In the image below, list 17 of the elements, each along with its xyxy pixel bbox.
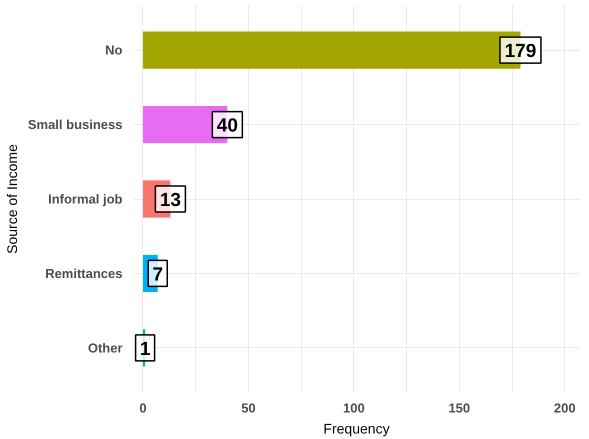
y-tick-label: Informal job — [48, 192, 123, 206]
x-tick-label: 200 — [554, 400, 576, 416]
y-tick-label: No — [105, 42, 123, 58]
y-tick-label: Small business — [28, 117, 123, 132]
y-tick-label: Other — [88, 340, 122, 356]
x-tick-label: 150 — [448, 400, 470, 416]
data-label: 7 — [152, 264, 164, 286]
y-tick-label: Remittances — [45, 266, 123, 281]
data-label: 13 — [160, 190, 181, 211]
x-tick-label: 50 — [241, 400, 256, 416]
data-label: 179 — [504, 41, 536, 62]
y-axis-title: Source of Income — [4, 144, 20, 254]
data-label: 40 — [216, 116, 238, 137]
x-tick-label: 0 — [139, 400, 147, 416]
data-label: 1 — [140, 338, 151, 360]
x-tick-label: 100 — [343, 400, 365, 416]
x-axis-title: Frequency — [323, 420, 390, 436]
